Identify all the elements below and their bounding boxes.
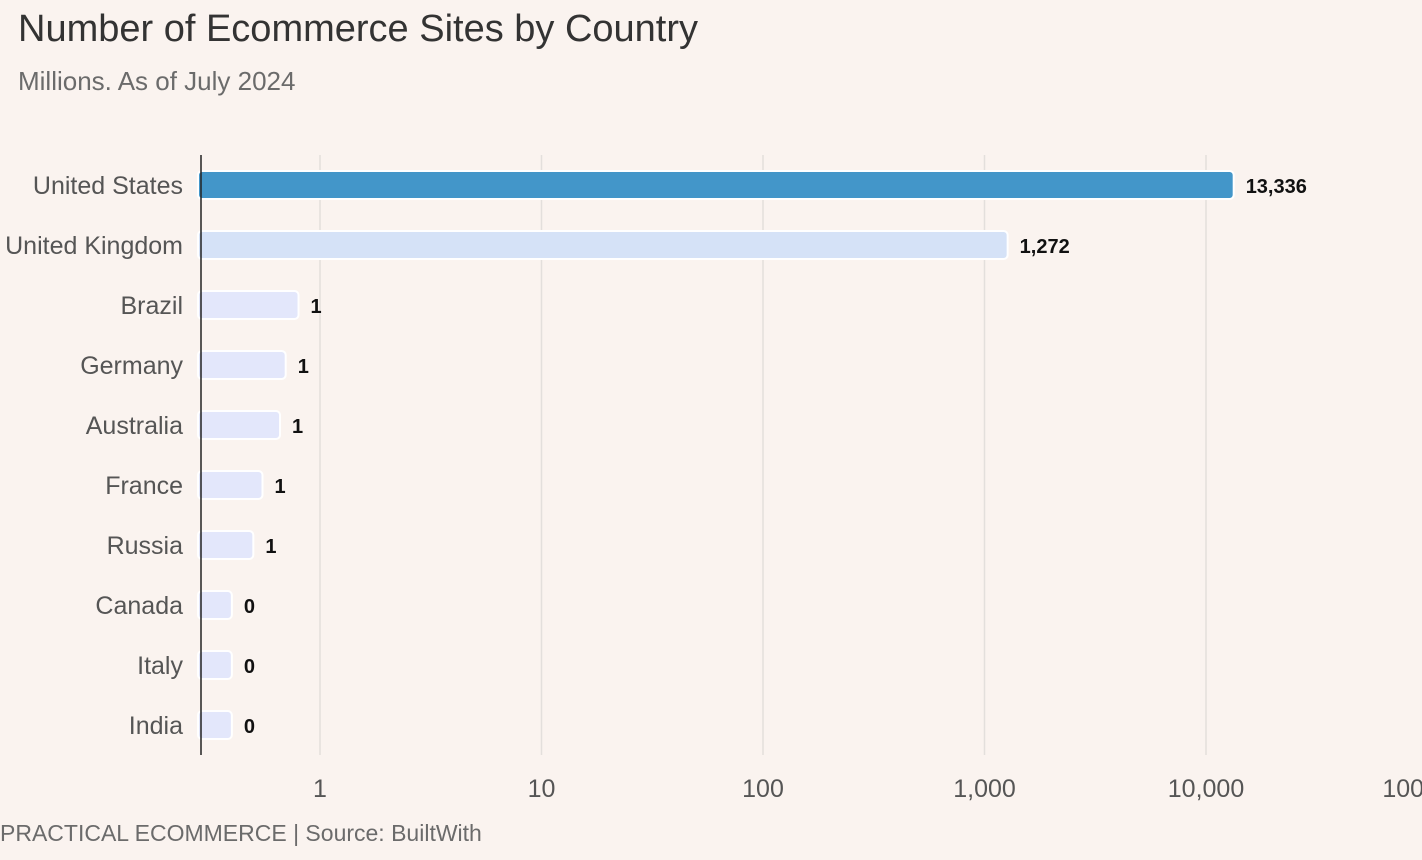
bar bbox=[197, 470, 264, 500]
value-label: 13,336 bbox=[1246, 176, 1307, 198]
value-label: 1 bbox=[274, 476, 285, 498]
x-tick-label: 100,000 bbox=[1382, 775, 1422, 803]
bars bbox=[197, 170, 1235, 740]
bar bbox=[197, 530, 255, 560]
chart-subtitle: Millions. As of July 2024 bbox=[18, 66, 296, 96]
value-label: 0 bbox=[244, 656, 255, 678]
bar bbox=[197, 590, 233, 620]
category-label: Italy bbox=[137, 652, 183, 680]
value-label: 0 bbox=[244, 716, 255, 738]
x-tick-label: 100 bbox=[742, 775, 784, 803]
value-label: 1 bbox=[292, 416, 303, 438]
chart-title: Number of Ecommerce Sites by Country bbox=[18, 8, 699, 50]
value-label: 1 bbox=[298, 356, 309, 378]
value-label: 1 bbox=[265, 536, 276, 558]
value-label: 1 bbox=[311, 296, 322, 318]
category-label: United Kingdom bbox=[5, 232, 183, 260]
x-tick-label: 1 bbox=[313, 775, 327, 803]
x-tick-label: 1,000 bbox=[953, 775, 1016, 803]
category-label: Russia bbox=[107, 532, 184, 560]
value-label: 0 bbox=[244, 596, 255, 618]
bar bbox=[197, 170, 1235, 200]
category-label: Canada bbox=[95, 592, 183, 620]
bar bbox=[197, 230, 1009, 260]
x-tick-label: 10,000 bbox=[1168, 775, 1244, 803]
source-footer: PRACTICAL ECOMMERCE | Source: BuiltWith bbox=[0, 820, 482, 846]
category-label: Brazil bbox=[120, 292, 183, 320]
category-label: United States bbox=[33, 172, 183, 200]
bar bbox=[197, 710, 233, 740]
category-label: Germany bbox=[80, 352, 183, 380]
category-label: France bbox=[105, 472, 183, 500]
x-tick-label: 10 bbox=[528, 775, 556, 803]
category-label: Australia bbox=[86, 412, 183, 440]
value-label: 1,272 bbox=[1020, 236, 1070, 258]
bar bbox=[197, 350, 287, 380]
bar bbox=[197, 290, 300, 320]
bar bbox=[197, 410, 282, 440]
category-label: India bbox=[129, 712, 183, 740]
bar bbox=[197, 650, 233, 680]
